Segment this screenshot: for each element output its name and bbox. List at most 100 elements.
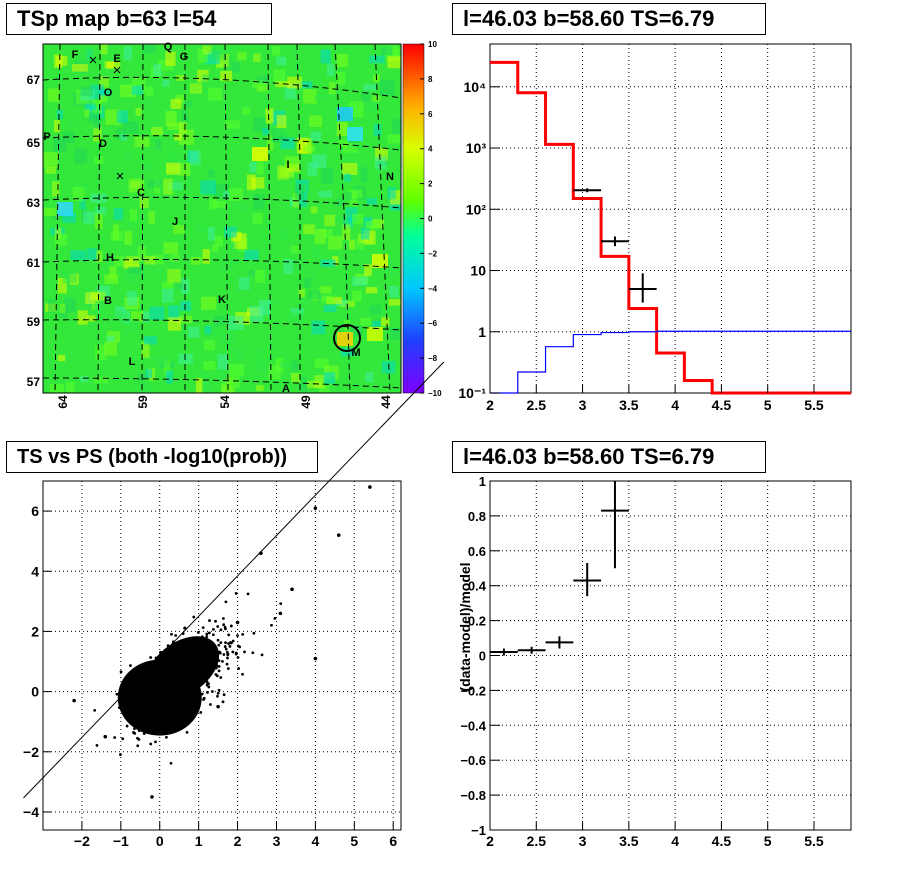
heatmap-cell bbox=[217, 354, 229, 370]
heatmap-cell bbox=[70, 250, 86, 261]
heatmap-cell bbox=[389, 200, 401, 211]
scatter-point bbox=[182, 661, 186, 665]
scatter-point bbox=[117, 706, 121, 710]
heatmap-cell bbox=[79, 199, 86, 210]
heatmap-hotspot bbox=[252, 147, 268, 161]
residual-x-tick-label: 5.5 bbox=[804, 833, 824, 849]
heatmap-cell bbox=[388, 299, 401, 306]
heatmap-cell bbox=[350, 191, 358, 207]
heatmap-cell bbox=[344, 173, 351, 182]
heatmap-cell bbox=[321, 295, 334, 303]
colorbar-tick-label: 10 bbox=[428, 40, 437, 49]
heatmap-cell bbox=[44, 208, 56, 216]
heatmap-cell bbox=[112, 311, 128, 324]
heatmap-cell bbox=[290, 245, 300, 254]
scatter-point bbox=[215, 664, 219, 668]
heatmap-cell bbox=[114, 256, 124, 267]
scatter-point bbox=[225, 650, 229, 654]
heatmap-cell bbox=[55, 227, 62, 239]
scatter-point bbox=[171, 696, 174, 700]
scatter-point bbox=[226, 667, 230, 670]
heatmap-cell bbox=[104, 341, 118, 356]
tsmap-x-tick-label: 54 bbox=[218, 395, 232, 409]
scatter-point bbox=[185, 730, 189, 734]
scatter-point bbox=[186, 679, 190, 682]
heatmap-cell bbox=[109, 265, 117, 279]
heatmap-cell bbox=[84, 109, 92, 117]
heatmap-cell bbox=[336, 54, 348, 68]
scatter-fit-line bbox=[23, 361, 445, 799]
heatmap-cell bbox=[79, 182, 90, 189]
heatmap-cell bbox=[147, 179, 161, 188]
tsmap-frame bbox=[42, 43, 402, 394]
scatter-point bbox=[163, 689, 167, 692]
scatter-point bbox=[192, 683, 196, 687]
heatmap-cell bbox=[265, 108, 274, 124]
heatmap-cell bbox=[165, 51, 176, 66]
scatter-point bbox=[157, 663, 160, 667]
scatter-point bbox=[174, 678, 178, 682]
scatter-point bbox=[241, 633, 245, 636]
scatter-point bbox=[178, 707, 182, 711]
scatter-point bbox=[185, 701, 189, 704]
heatmap-cell bbox=[198, 370, 209, 383]
heatmap-cell bbox=[314, 228, 326, 245]
scatter-point bbox=[153, 703, 157, 707]
residual-y-tick-label: 0 bbox=[479, 649, 486, 664]
heatmap-cell bbox=[220, 70, 233, 82]
scatter-point bbox=[207, 682, 210, 686]
scatter-point bbox=[166, 675, 170, 679]
scatter-point bbox=[222, 617, 225, 620]
scatter-point bbox=[173, 653, 177, 657]
heatmap-cell bbox=[131, 85, 144, 96]
residual-y-axis-label: (data-model)/model bbox=[457, 562, 473, 691]
scatter-point bbox=[180, 675, 183, 679]
heatmap-cell bbox=[238, 277, 250, 291]
heatmap-cell bbox=[319, 229, 333, 239]
heatmap-cell bbox=[196, 226, 208, 233]
heatmap-cell bbox=[167, 317, 181, 331]
heatmap-cell bbox=[164, 361, 171, 375]
spectrum-series bbox=[490, 60, 851, 395]
scatter-point bbox=[177, 698, 181, 702]
scatter-point bbox=[183, 676, 187, 680]
scatter-point bbox=[180, 643, 184, 647]
spectrum-x-tick-label: 3.5 bbox=[619, 397, 639, 413]
heatmap-cell bbox=[256, 359, 269, 373]
heatmap-cell bbox=[302, 298, 311, 310]
scatter-point bbox=[172, 705, 175, 709]
residual-y-tick-label: 0.6 bbox=[468, 544, 486, 559]
heatmap-cell bbox=[218, 260, 234, 272]
heatmap-cell bbox=[308, 267, 317, 278]
scatter-point bbox=[211, 633, 215, 637]
colorbar-tick-labels: 10 8 6 4 2 0 −2 −4 −6 −8 −10 bbox=[420, 40, 442, 398]
heatmap-cell bbox=[328, 236, 343, 250]
heatmap-cell bbox=[279, 229, 289, 240]
source-label: G bbox=[180, 51, 189, 63]
heatmap-cell bbox=[189, 83, 203, 94]
tsmap-y-tick-label: 59 bbox=[27, 315, 41, 329]
scatter-point bbox=[149, 723, 153, 727]
tsmap-y-tick-label: 67 bbox=[27, 73, 41, 87]
scatter-point bbox=[156, 697, 159, 701]
heatmap-cell bbox=[184, 100, 193, 108]
residual-y-tick-label: 0.4 bbox=[468, 579, 487, 594]
scatter-point bbox=[219, 641, 223, 645]
heatmap-cell bbox=[94, 156, 104, 164]
heatmap-cell bbox=[322, 142, 329, 155]
scatter-point bbox=[227, 642, 230, 646]
heatmap-cell bbox=[107, 335, 115, 342]
heatmap-cell bbox=[361, 227, 370, 240]
scatter-point bbox=[205, 635, 209, 639]
scatter-point bbox=[184, 682, 188, 686]
heatmap-cell bbox=[166, 370, 173, 384]
spectrum-panel: 2 2.5 3 3.5 4 4.5 5 5.5 10⁴ 10³ 10² 10 1 10⁻¹ bbox=[458, 43, 852, 413]
heatmap-cell bbox=[227, 188, 243, 201]
scatter-point bbox=[139, 703, 143, 707]
scatter-point bbox=[115, 692, 119, 696]
heatmap-cell bbox=[165, 111, 177, 127]
spectrum-x-tick-label: 5 bbox=[764, 397, 772, 413]
scatter-point bbox=[170, 721, 174, 725]
scatter-point bbox=[231, 639, 235, 643]
scatter-point bbox=[207, 685, 211, 689]
